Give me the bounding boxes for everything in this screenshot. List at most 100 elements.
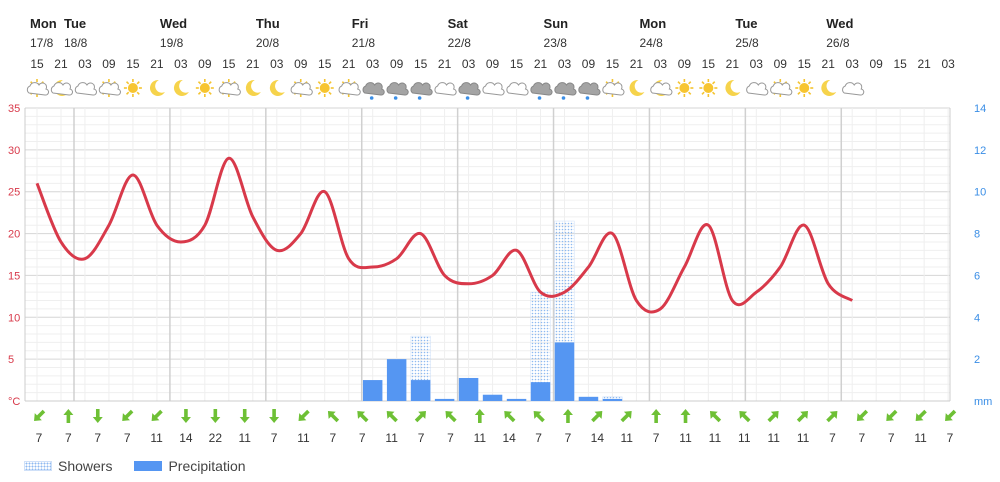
wind-arrow-icon [239,409,250,423]
legend-item-showers[interactable]: Showers [24,458,112,474]
precipitation-bar [410,380,431,401]
y-left-tick: 10 [8,312,20,324]
day-date: 21/8 [352,36,376,50]
sun-ray [136,81,140,85]
raindrop [369,96,374,100]
raindrop [561,96,566,100]
day-name: Tue [64,16,86,31]
sun-disc [319,83,330,93]
day-date: 20/8 [256,36,280,50]
y-right-tick: 10 [974,187,986,199]
sun-disc [679,83,690,93]
sun-cloud-icon [290,79,313,97]
y-right-tick: 2 [974,354,980,366]
legend-item-precipitation[interactable]: Precipitation [134,458,246,474]
cloud-shape [290,82,313,96]
raindrop [537,96,542,100]
sun-ray [125,91,130,95]
hour-label: 03 [174,57,188,71]
wind-arrow-icon [357,411,369,423]
sun-disc [127,83,138,93]
rain-icon [458,82,481,100]
day-date: 25/8 [735,36,759,50]
precipitation-bar [506,398,527,401]
wind-arrow-shape [856,409,869,421]
y-left-tick: 20 [8,229,20,241]
sun-cloud-icon [770,79,793,97]
sun-ray [328,91,332,95]
precipitation-bar [578,396,599,401]
wind-speed: 7 [94,431,101,445]
wind-arrow-shape [945,409,957,421]
moon-icon [821,79,837,96]
wind-arrow-shape [92,409,103,423]
wind-arrow-icon [591,411,603,423]
wind-speed: 7 [447,431,454,445]
rain-icon [530,82,553,100]
cloud-shape [842,82,865,96]
wind-arrow-shape [620,411,632,423]
wind-speed: 11 [914,431,927,445]
wind-arrow-icon [298,409,310,421]
y-right-tick: 6 [974,270,980,282]
wind-arrow-icon [620,411,632,423]
wind-arrow-shape [151,409,163,421]
sun-icon [123,79,142,97]
wind-arrow-icon [533,411,545,423]
wind-speed: 7 [947,431,954,445]
sun-ray [688,81,692,85]
wind-speed: 7 [124,431,131,445]
wind-arrow-shape [651,409,662,423]
precipitation-bar [602,398,623,401]
cloud-shape [98,82,121,96]
wind-speed: 14 [503,431,517,445]
sun-icon [699,79,718,97]
wind-arrow-shape [269,409,280,423]
wind-arrow-shape [386,411,398,423]
wind-speed: 7 [271,431,278,445]
hour-label: 15 [414,57,428,71]
hour-label: 15 [126,57,140,71]
legend: Showers Precipitation [24,456,268,476]
wind-speed: 7 [829,431,836,445]
moon-shape [629,79,645,96]
hour-label: 21 [822,57,836,71]
cloud-shape [410,82,433,96]
sun-ray [197,91,202,95]
wind-speed: 11 [385,431,398,445]
wind-arrow-icon [709,411,722,423]
rain-icon [578,82,601,100]
day-name: Sun [544,16,569,31]
moon-icon [173,79,189,96]
wind-speed: 7 [535,431,542,445]
hour-label: 21 [726,57,740,71]
cloud-shape [458,82,481,96]
sun-ray [208,91,212,95]
wind-speed: 14 [179,431,193,445]
raindrop [585,96,590,100]
sun-cloud-icon [338,79,361,97]
precipitation-bar [554,342,575,401]
hour-label: 15 [318,57,332,71]
legend-label-showers: Showers [58,458,113,474]
sun-disc [199,83,210,93]
hour-label: 03 [654,57,668,71]
day-name: Fri [352,16,369,31]
sun-icon [195,79,214,97]
wind-speed: 11 [474,431,487,445]
cloud-shape [650,82,673,96]
wind-arrow-shape [533,411,545,423]
hour-label: 03 [750,57,764,71]
day-name: Thu [256,16,280,31]
wind-speed: 11 [797,431,810,445]
wind-speed: 7 [330,431,337,445]
y-left-tick: 25 [8,187,20,199]
legend-swatch-showers [24,461,52,471]
sun-ray [328,81,332,85]
moon-icon [629,79,645,96]
hour-label: 09 [486,57,500,71]
precipitation-bar [530,382,551,401]
raindrop [417,96,422,100]
wind-arrow-icon [92,409,103,423]
